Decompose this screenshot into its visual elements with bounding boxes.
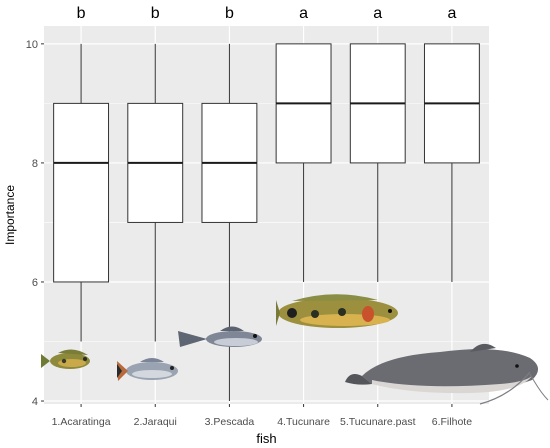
x-tick-label: 3.Pescada — [205, 416, 255, 428]
y-tick-label: 10 — [26, 39, 38, 51]
fish-jaraqui-icon — [117, 358, 178, 381]
fish-filhote-icon — [345, 343, 549, 405]
group-letter: b — [225, 5, 234, 22]
group-letter: a — [447, 5, 456, 22]
box-1-acaratinga — [53, 43, 110, 342]
x-tick-label: 2.Jaraqui — [134, 416, 177, 428]
y-axis-title: Importance — [3, 185, 17, 245]
fish-pescada-icon — [178, 326, 262, 347]
box-3-pescada — [201, 43, 258, 402]
fish-tucunare-icon — [276, 294, 398, 328]
group-letter: b — [151, 5, 160, 22]
x-axis-title: fish — [256, 431, 276, 446]
group-letter: a — [299, 5, 308, 22]
fish-acaratinga-icon — [41, 349, 90, 369]
plot-panel — [44, 26, 489, 404]
box-6-filhote — [423, 43, 480, 282]
fish-images — [41, 294, 549, 405]
boxes — [53, 43, 480, 402]
x-tick-label: 4.Tucunare — [277, 416, 330, 428]
x-tick-label: 1.Acaratinga — [52, 416, 111, 428]
group-letter: a — [373, 5, 382, 22]
group-letter: b — [77, 5, 86, 22]
box-5-tucunare-past — [349, 43, 406, 282]
x-tick-label: 5.Tucunare.past — [340, 416, 416, 428]
y-tick-label: 6 — [32, 277, 38, 289]
x-tick-label: 6.Filhote — [432, 416, 472, 428]
axis-labels: 4 6 8 10 b 1.Acaratinga b 2.Jaraqui b 3.Pescada a 4… — [3, 5, 472, 446]
box-2-jaraqui — [127, 43, 184, 342]
y-tick-label: 8 — [32, 158, 38, 170]
y-tick-label: 4 — [32, 396, 38, 408]
box-4-tucunare — [275, 43, 332, 282]
box-body — [53, 102, 110, 283]
